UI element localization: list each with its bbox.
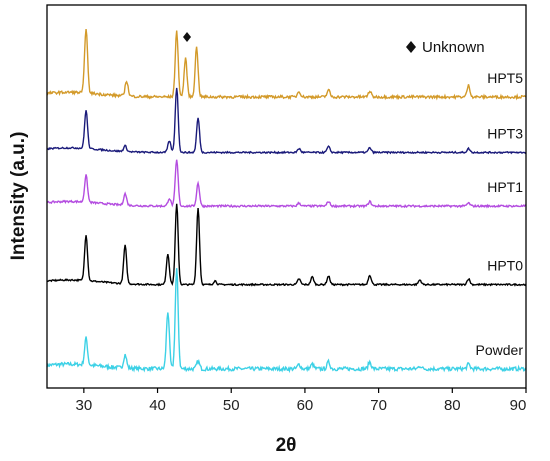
x-tick-label: 70 — [370, 397, 387, 414]
plot-series — [46, 29, 527, 374]
series-line-hpt5 — [46, 29, 527, 101]
x-tick-label: 40 — [149, 397, 166, 414]
series-label-hpt3: HPT3 — [487, 125, 523, 141]
y-axis-title: Intensity (a.u.) — [8, 132, 29, 261]
series-line-hpt1 — [46, 159, 527, 209]
x-tick-label: 80 — [444, 397, 461, 414]
peak-diamond-icon — [183, 32, 192, 42]
x-tick-label: 50 — [223, 397, 240, 414]
series-line-hpt3 — [46, 87, 527, 155]
x-tick-label: 90 — [510, 397, 527, 414]
series-label-hpt5: HPT5 — [487, 70, 523, 86]
series-label-hpt1: HPT1 — [487, 179, 523, 195]
x-axis-title: 2θ — [276, 435, 297, 456]
series-labels: Powder HPT0 HPT1 HPT3 HPT5 — [476, 70, 524, 358]
series-label-powder: Powder — [476, 342, 524, 358]
legend: Unknown — [406, 39, 485, 56]
plot-frame — [46, 4, 527, 389]
legend-unknown-label: Unknown — [422, 39, 485, 56]
series-line-powder — [46, 268, 527, 374]
series-line-hpt0 — [46, 203, 527, 287]
x-tick-label: 60 — [297, 397, 314, 414]
unknown-diamond-icon — [406, 41, 416, 53]
series-label-hpt0: HPT0 — [487, 258, 523, 274]
x-tick-label: 30 — [76, 397, 93, 414]
x-axis-ticks: 30 40 50 60 70 80 90 — [76, 388, 527, 414]
